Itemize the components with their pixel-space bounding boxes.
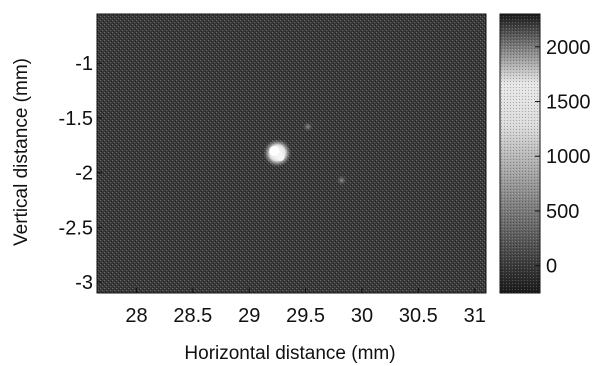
faint-spot <box>336 175 347 186</box>
y-axis-ticks: -1 -1.5 -2 -2.5 -3 <box>59 53 102 294</box>
y-axis-label: Vertical distance (mm) <box>11 58 32 246</box>
x-tick-label: 28.5 <box>173 305 212 327</box>
colorbar-frame <box>499 13 541 294</box>
y-tick-label: -3 <box>75 272 93 294</box>
y-tick-label: -2.5 <box>59 217 93 239</box>
colorbar-texture <box>500 14 540 293</box>
x-axis-ticks: 28 28.5 29 29.5 30 30.5 31 <box>125 288 486 327</box>
heatmap-background <box>97 14 486 293</box>
x-tick-label: 30.5 <box>399 305 438 327</box>
colorbar-tick-label: 0 <box>546 256 557 278</box>
y-tick-label: -1.5 <box>59 108 93 130</box>
x-tick-label: 31 <box>464 305 486 327</box>
colorbar-tick-label: 500 <box>546 201 579 223</box>
x-axis-label: Horizontal distance (mm) <box>184 343 395 364</box>
x-tick-label: 29 <box>238 305 260 327</box>
x-tick-label: 29.5 <box>286 305 325 327</box>
colorbar <box>499 13 541 294</box>
plot-area <box>96 13 487 294</box>
hot-spot-core <box>269 145 280 156</box>
colorbar-tick-label: 2000 <box>546 37 591 59</box>
hot-spot-core <box>276 152 285 161</box>
colorbar-tick-label: 1500 <box>546 92 591 114</box>
x-tick-label: 30 <box>351 305 373 327</box>
x-tick-label: 28 <box>125 305 147 327</box>
y-tick-label: -1 <box>75 53 93 75</box>
faint-spot <box>302 121 313 132</box>
colorbar-tick-label: 1000 <box>546 146 591 168</box>
plot-frame <box>96 13 487 294</box>
colorbar-ticks: 0 500 1000 1500 2000 <box>535 37 591 278</box>
y-tick-label: -2 <box>75 163 93 185</box>
